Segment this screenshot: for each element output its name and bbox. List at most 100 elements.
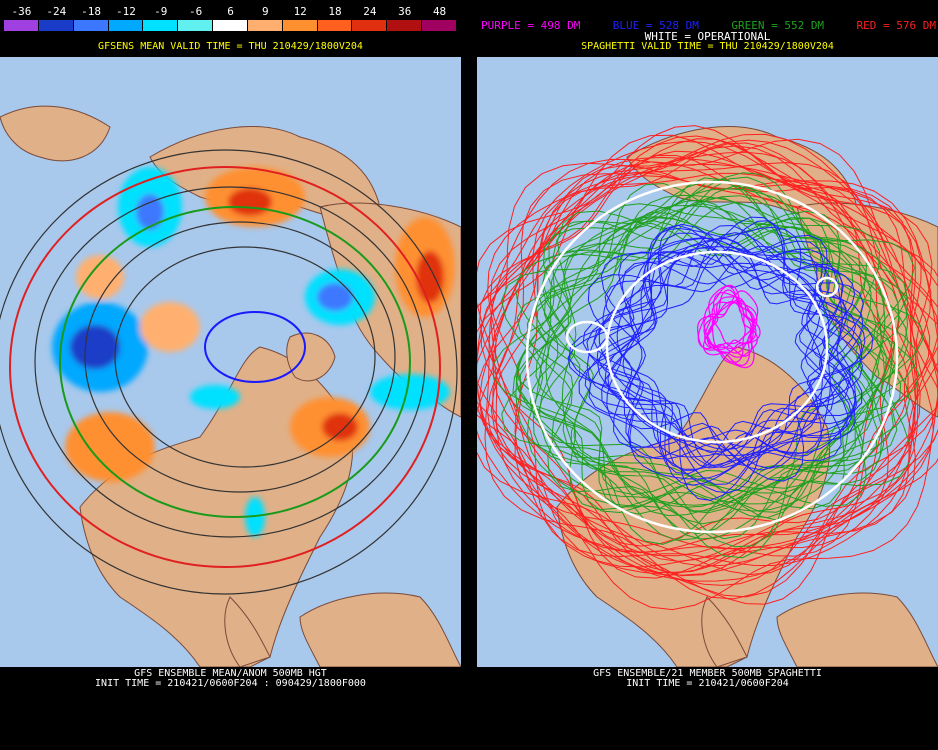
operational-label: WHITE = OPERATIONAL [644, 30, 771, 43]
member-contour-576 [479, 161, 938, 573]
member-contour-576 [490, 154, 894, 547]
member-contour-576 [492, 139, 938, 576]
central-america [701, 596, 748, 667]
member-contour-576 [477, 171, 900, 574]
member-contour-528 [616, 245, 866, 469]
central-america [224, 596, 271, 667]
spaghetti-caption-line2: INIT TIME = 210421/0600F204 [626, 678, 789, 689]
scale-label: 6 [227, 5, 234, 18]
contour-528 [204, 311, 306, 383]
spaghetti-map [477, 57, 938, 667]
spaghetti-caption-line1: GFS ENSEMBLE/21 MEMBER 500MB SPAGHETTI [593, 668, 822, 679]
south-america [299, 592, 461, 667]
scale-label: -6 [189, 5, 203, 18]
member-contour-576 [477, 156, 932, 576]
spaghetti-576 [477, 125, 938, 611]
member-contour-576 [477, 162, 938, 567]
member-contour-498 [697, 300, 746, 364]
member-contour-576 [479, 150, 938, 557]
member-contour-498 [707, 296, 761, 350]
ensemble-mean-panel: -36 -24 -18 -12 -9 -6 6 9 12 18 24 36 48 GFSENS MEAN… [0, 0, 461, 750]
ensemble-mean-map [0, 57, 461, 667]
anomaly-scale-labels: -36 -24 -18 -12 -9 -6 6 9 12 18 24 36 48 [4, 5, 457, 19]
member-contour-576 [477, 133, 938, 598]
member-contour-552 [536, 177, 911, 559]
mean-caption-line2: INIT TIME = 210421/0600F204 : 090429/180… [95, 678, 366, 689]
member-contour-576 [477, 134, 938, 611]
member-contour-528 [588, 226, 863, 457]
scale-cell [213, 20, 248, 31]
member-contour-552 [545, 219, 885, 521]
member-contour-576 [477, 135, 931, 557]
scale-label: -36 [11, 5, 32, 18]
panel-divider [461, 0, 477, 750]
mean-caption-line1: GFS ENSEMBLE MEAN/ANOM 500MB HGT [134, 668, 327, 679]
legend-item: BLUE = 528 DM [612, 19, 699, 32]
scale-label: 18 [328, 5, 342, 18]
member-contour-498 [697, 284, 752, 354]
scale-cell [108, 20, 144, 31]
member-contour-498 [702, 302, 759, 358]
scale-cell [247, 20, 283, 31]
scale-cell [38, 20, 74, 31]
member-contour-528 [602, 216, 864, 471]
member-contour-552 [534, 194, 920, 494]
scale-cell [73, 20, 109, 31]
scale-label: 24 [363, 5, 377, 18]
scale-label: 36 [398, 5, 412, 18]
member-contour-552 [516, 203, 880, 490]
spaghetti-panel: PURPLE = 498 DM BLUE = 528 DM GREEN = 552 … [477, 0, 938, 750]
member-contour-576 [492, 125, 917, 579]
greenland [286, 332, 336, 382]
operational-contours [525, 180, 899, 534]
legend-item: GREEN = 552 DM [731, 19, 825, 32]
scale-label: 48 [432, 5, 447, 18]
member-contour-576 [491, 138, 922, 554]
scale-label: -24 [46, 5, 67, 18]
legend-item: PURPLE = 498 DM [481, 19, 581, 32]
member-contour-576 [480, 145, 938, 567]
asia-east [0, 105, 111, 162]
member-contour-528 [601, 243, 857, 501]
member-contour-528 [622, 248, 847, 471]
member-contour-528 [578, 261, 853, 494]
legend-item: RED = 576 DM [856, 19, 936, 32]
spaghetti-498 [697, 284, 761, 369]
scale-label: 9 [262, 5, 269, 18]
member-contour-528 [596, 246, 864, 470]
member-contour-552 [516, 221, 887, 519]
mean-valid-time: GFSENS MEAN VALID TIME = THU 210429/1800… [98, 41, 363, 52]
member-contour-498 [703, 301, 758, 369]
member-contour-528 [593, 232, 863, 451]
member-contour-552 [492, 216, 917, 512]
scale-cell [282, 20, 318, 31]
member-contour-528 [568, 250, 857, 480]
member-contour-576 [484, 138, 938, 600]
member-contour-528 [586, 224, 824, 475]
scale-cell [143, 20, 179, 31]
scale-label: -12 [116, 5, 136, 18]
scale-label: -9 [154, 5, 168, 18]
scale-cell [387, 20, 423, 31]
scale-label: -18 [81, 5, 102, 18]
scale-cell [178, 20, 214, 31]
anomaly-shading [52, 167, 455, 537]
member-contour-528 [598, 223, 856, 466]
member-contour-528 [604, 237, 852, 469]
member-contour-576 [490, 172, 916, 586]
height-contours [0, 149, 458, 595]
contour-552 [59, 206, 411, 518]
scale-cell [352, 20, 388, 31]
scale-label: 12 [293, 5, 307, 18]
contour-legend: PURPLE = 498 DM BLUE = 528 DM GREEN = 552 … [481, 19, 936, 33]
scale-cell [422, 20, 457, 31]
member-contour-528 [604, 232, 874, 457]
member-contour-552 [543, 197, 874, 512]
scale-cell [4, 20, 39, 31]
contour-576 [9, 166, 441, 568]
south-america [776, 592, 938, 667]
anomaly-color-scale [4, 20, 457, 31]
spaghetti-valid-time: SPAGHETTI VALID TIME = THU 210429/1800V2… [581, 41, 834, 52]
scale-cell [317, 20, 353, 31]
member-contour-576 [477, 165, 919, 577]
